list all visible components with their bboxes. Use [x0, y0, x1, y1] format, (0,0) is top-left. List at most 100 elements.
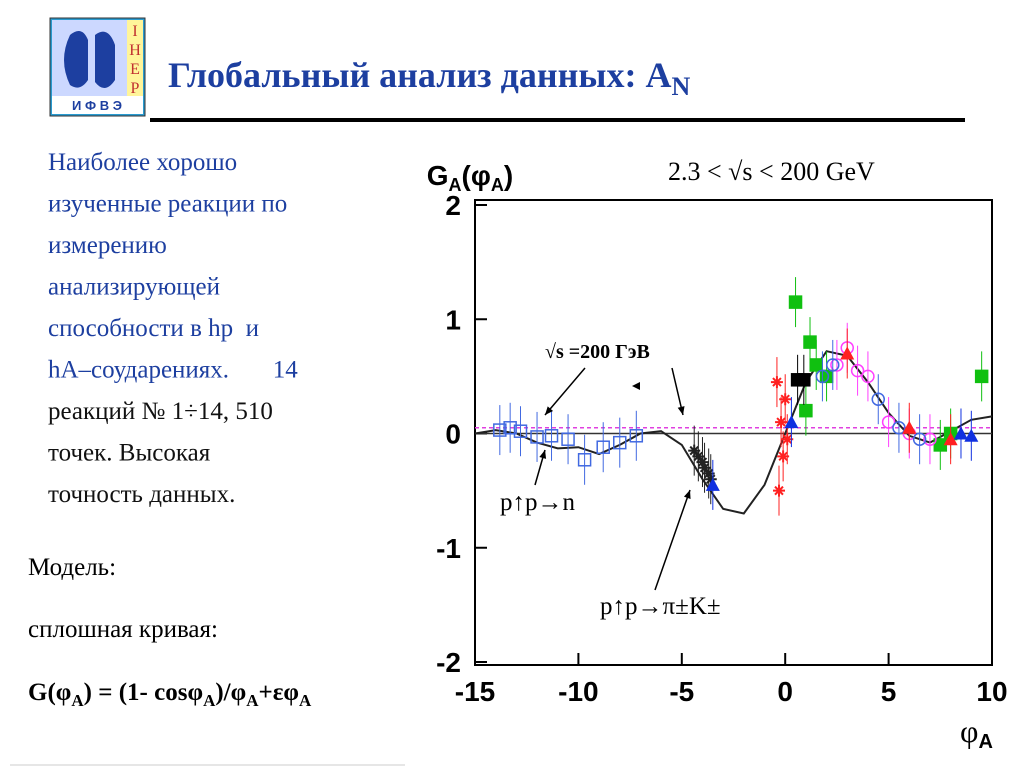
logo-letter: H: [129, 42, 141, 59]
title-main: Глобальный анализ данных: A: [168, 55, 671, 95]
body-line: точек. Высокая: [48, 440, 211, 467]
x-axis-label-part: φ: [960, 713, 978, 749]
data-point: [705, 477, 720, 491]
data-point: [881, 415, 896, 429]
data-point: [809, 358, 823, 372]
y-tick-label: 2: [445, 190, 461, 221]
arrow-head: [539, 450, 547, 459]
data-point: [779, 393, 792, 406]
data-point: [797, 373, 811, 387]
formula-part: +εφ: [259, 679, 300, 706]
y-tick-label: -2: [436, 647, 461, 678]
logo-bottom: [52, 96, 143, 114]
curve-label: сплошная кривая:: [28, 616, 218, 643]
data-point: [561, 432, 575, 446]
y-tick-label: 0: [445, 419, 461, 450]
data-point: [613, 435, 627, 450]
data-point: [815, 369, 830, 384]
data-point: [830, 358, 844, 372]
x-tick-label: -10: [558, 676, 598, 707]
body-line: точность данных.: [48, 481, 235, 508]
data-point: [503, 421, 517, 435]
data-point: [799, 403, 813, 418]
data-point: [964, 428, 979, 442]
body-line: изученные реакции по: [48, 191, 287, 218]
y-axis-label: GA(φA): [427, 160, 513, 195]
data-point: [974, 369, 989, 384]
data-point: [953, 426, 968, 440]
data-point: [803, 335, 817, 349]
y-axis-label-part: ): [504, 160, 513, 191]
body-line: Наиболее хорошо: [48, 149, 237, 176]
data-point: [850, 363, 865, 378]
data-point: [493, 423, 507, 437]
data-point: [861, 369, 875, 384]
logo-shape: [64, 31, 88, 88]
x-tick-label: 10: [976, 676, 1007, 707]
annotation: √s =200 ГэВ: [545, 341, 650, 363]
body-line: анализирующей: [48, 274, 220, 301]
x-tick-label: -5: [669, 676, 694, 707]
body-line: способности в hp и: [48, 315, 259, 342]
formula-part: A: [203, 691, 216, 710]
data-point: [698, 461, 711, 474]
subtitle: 2.3 < √s < 200 GeV: [668, 157, 875, 186]
title-sub: N: [671, 72, 690, 101]
model-label: Модель:: [28, 554, 116, 581]
data-point: [513, 424, 528, 438]
y-axis-label-part: (φ: [462, 160, 491, 191]
data-point: [781, 433, 794, 446]
data-point: [923, 432, 937, 446]
data-point: [629, 429, 644, 443]
data-point: [943, 432, 958, 446]
formula: G(φA) = (1- cosφA)/φA+εφA: [28, 679, 312, 710]
annotation: p↑p→π±K±: [600, 593, 721, 620]
y-axis-label-part: A: [449, 175, 462, 195]
logo-side: [127, 20, 143, 96]
data-point: [577, 453, 592, 467]
data-point: [596, 440, 610, 454]
y-axis-label-part: G: [427, 160, 449, 191]
data-point: [530, 430, 544, 444]
data-point: [775, 416, 788, 429]
x-axis-label: φA: [960, 713, 993, 753]
y-axis-label-part: A: [491, 175, 504, 195]
body-line: измерению: [48, 232, 167, 259]
data-point: [772, 484, 785, 497]
x-tick-label: -15: [455, 676, 495, 707]
data-point: [826, 358, 840, 372]
logo-inner: [52, 20, 127, 96]
data-point: [688, 444, 701, 457]
data-point: [912, 432, 927, 446]
x-axis-label-part: A: [978, 731, 992, 753]
y-tick-label: 1: [445, 304, 461, 335]
arrow: [654, 489, 691, 591]
data-point: [692, 450, 705, 463]
arrow-head: [545, 406, 554, 415]
logo-letter: I: [132, 23, 137, 40]
data-point: [902, 420, 917, 434]
data-point: [702, 467, 715, 480]
arrow: [544, 367, 586, 416]
formula-part: ) = (1- cosφ: [84, 679, 203, 706]
formula-part: A: [71, 691, 84, 710]
data-point: [784, 415, 799, 429]
data-point: [892, 421, 906, 435]
logo-text: И Ф В Э: [72, 98, 122, 113]
logo-letter: E: [130, 61, 140, 78]
x-tick-label: 0: [777, 676, 793, 707]
y-tick-label: -1: [436, 533, 461, 564]
slide-title: Глобальный анализ данных: AN: [168, 55, 690, 101]
data-point: [704, 473, 717, 486]
data-point: [871, 392, 886, 406]
formula-part: A: [246, 691, 259, 710]
annotation: p↑p→n: [500, 489, 576, 516]
body-line: hA–соударениях. 14: [48, 357, 298, 384]
arrow-head: [677, 406, 685, 415]
formula-part: G(φ: [28, 679, 71, 706]
formula-part: A: [299, 691, 312, 710]
formula-part: )/φ: [215, 679, 246, 706]
